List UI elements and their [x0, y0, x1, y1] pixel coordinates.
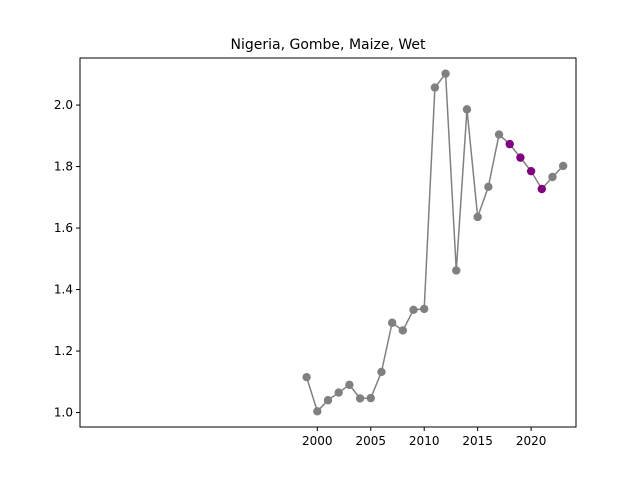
data-point — [548, 172, 557, 182]
data-point — [334, 388, 343, 397]
data-point — [398, 326, 408, 335]
y-tick-label: 1.4 — [54, 283, 73, 297]
data-point — [452, 266, 461, 275]
highlighted-data-point — [505, 139, 514, 149]
x-tick-label: 2005 — [355, 434, 386, 448]
series-line — [305, 71, 564, 413]
data-point — [323, 396, 333, 405]
x-tick-label: 2020 — [516, 434, 547, 448]
data-point — [430, 83, 440, 92]
x-tick-label: 2015 — [462, 434, 493, 448]
chart-title: Nigeria, Gombe, Maize, Wet — [231, 37, 426, 53]
data-point — [409, 305, 418, 315]
y-tick-label: 1.8 — [54, 160, 73, 174]
y-tick-label: 1.0 — [54, 406, 73, 420]
data-point — [302, 372, 311, 382]
data-point — [366, 393, 375, 403]
plot-frame — [79, 57, 577, 428]
data-point — [387, 318, 397, 327]
highlighted-data-point — [526, 166, 536, 176]
x-tick-label: 2000 — [302, 434, 333, 448]
data-point — [558, 161, 568, 171]
data-point — [313, 407, 322, 416]
data-point — [345, 380, 354, 390]
y-tick-label: 1.6 — [54, 221, 73, 235]
data-point — [484, 182, 493, 192]
x-tick-label: 2010 — [409, 434, 440, 448]
data-point — [355, 394, 365, 403]
data-point — [473, 212, 482, 222]
data-point — [494, 130, 504, 139]
data-point — [420, 304, 429, 314]
data-point — [441, 69, 450, 78]
highlighted-data-point — [537, 184, 546, 194]
data-point — [377, 367, 386, 377]
highlighted-data-point — [516, 153, 525, 162]
y-tick-label: 2.0 — [54, 98, 73, 112]
y-tick-label: 1.2 — [54, 344, 73, 358]
data-point — [462, 105, 472, 114]
